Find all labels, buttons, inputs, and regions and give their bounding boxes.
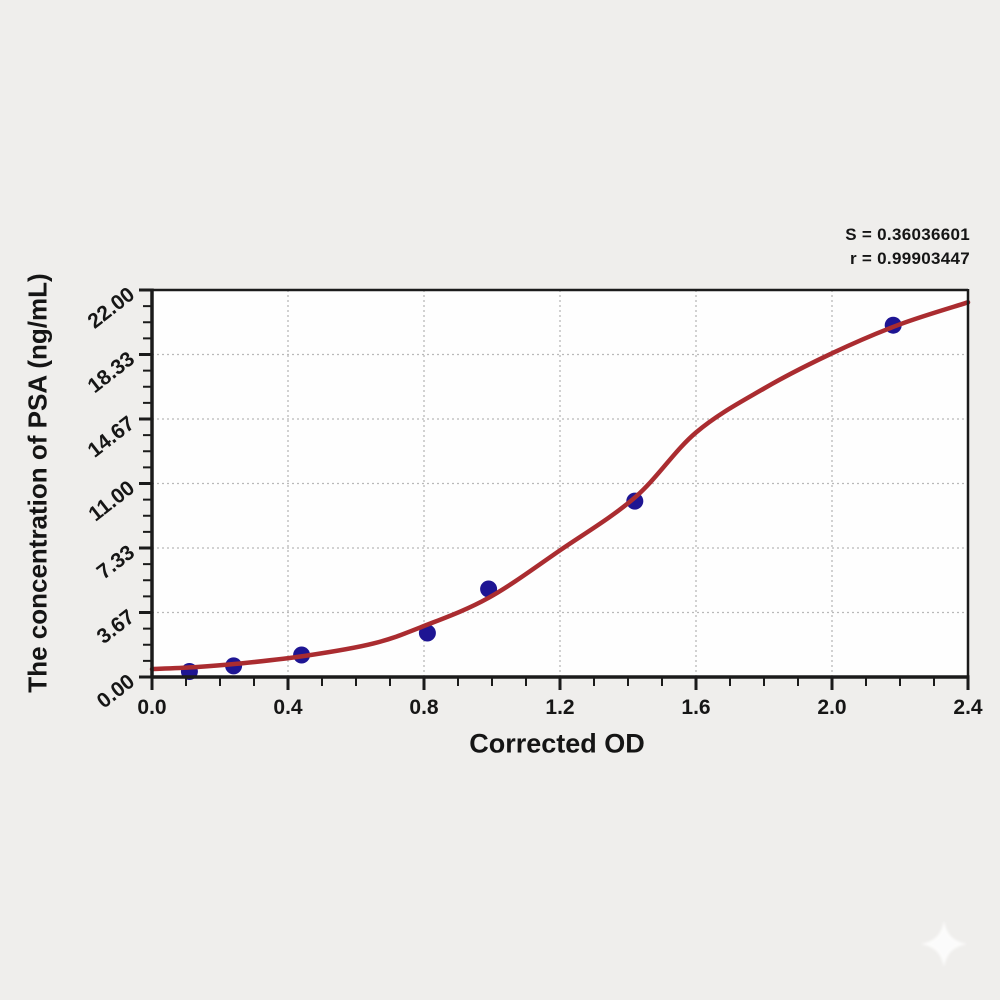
y-tick-label: 11.00 xyxy=(84,476,139,526)
s-value-text: S = 0.36036601 xyxy=(845,225,970,244)
x-tick-label: 0.0 xyxy=(137,696,166,719)
y-axis-title: The concentration of PSA (ng/mL) xyxy=(22,273,53,693)
x-tick-label: 2.0 xyxy=(817,696,846,719)
data-point xyxy=(626,492,644,510)
r-value-text: r = 0.99903447 xyxy=(849,249,970,268)
four-point-star-icon xyxy=(921,921,967,967)
x-tick-label: 1.6 xyxy=(681,696,710,719)
sparkle-watermark-icon xyxy=(915,915,973,973)
x-tick-label: 0.8 xyxy=(409,696,439,719)
y-tick-label: 22.00 xyxy=(83,283,139,333)
x-tick-label: 1.2 xyxy=(545,696,574,719)
y-tick-label: 3.67 xyxy=(93,605,139,648)
y-tick-label: 14.67 xyxy=(83,412,139,462)
y-tick-label: 0.00 xyxy=(93,670,139,713)
x-tick-label: 0.4 xyxy=(273,696,303,719)
y-tick-label: 7.33 xyxy=(93,541,139,584)
x-axis-title: Corrected OD xyxy=(469,728,645,759)
y-tick-label: 18.33 xyxy=(83,347,139,397)
fit-statistics: S = 0.36036601 r = 0.99903447 xyxy=(845,223,970,271)
x-tick-label: 2.4 xyxy=(953,696,983,719)
fit-curve xyxy=(149,300,971,672)
